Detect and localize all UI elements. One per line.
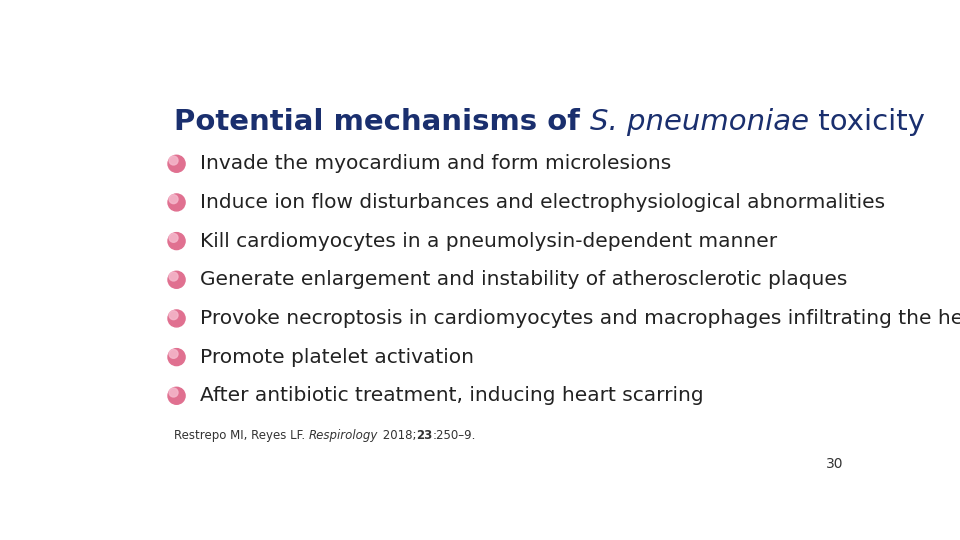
Text: Promote platelet activation: Promote platelet activation xyxy=(201,348,474,367)
Text: Respirology: Respirology xyxy=(309,429,378,442)
Ellipse shape xyxy=(168,271,185,288)
Ellipse shape xyxy=(169,388,178,397)
Ellipse shape xyxy=(168,156,185,172)
Ellipse shape xyxy=(169,349,178,359)
Ellipse shape xyxy=(169,156,178,165)
Ellipse shape xyxy=(168,349,185,366)
Text: After antibiotic treatment, inducing heart scarring: After antibiotic treatment, inducing hea… xyxy=(201,386,704,406)
Text: Generate enlargement and instability of atherosclerotic plaques: Generate enlargement and instability of … xyxy=(201,270,848,289)
Text: :250–9.: :250–9. xyxy=(432,429,476,442)
Text: Invade the myocardium and form microlesions: Invade the myocardium and form microlesi… xyxy=(201,154,672,173)
Text: S. pneumoniae: S. pneumoniae xyxy=(590,109,809,137)
Ellipse shape xyxy=(168,233,185,249)
Text: Induce ion flow disturbances and electrophysiological abnormalities: Induce ion flow disturbances and electro… xyxy=(201,193,885,212)
Text: 2018;: 2018; xyxy=(378,429,416,442)
Text: toxicity: toxicity xyxy=(809,109,925,137)
Text: 23: 23 xyxy=(416,429,432,442)
Ellipse shape xyxy=(168,194,185,211)
Ellipse shape xyxy=(168,387,185,404)
Ellipse shape xyxy=(169,233,178,242)
Ellipse shape xyxy=(169,311,178,320)
Ellipse shape xyxy=(169,272,178,281)
Text: Restrepo MI, Reyes LF.: Restrepo MI, Reyes LF. xyxy=(175,429,309,442)
Ellipse shape xyxy=(169,195,178,204)
Text: Kill cardiomyocytes in a pneumolysin-dependent manner: Kill cardiomyocytes in a pneumolysin-dep… xyxy=(201,232,778,251)
Text: Provoke necroptosis in cardiomyocytes and macrophages infiltrating the heart: Provoke necroptosis in cardiomyocytes an… xyxy=(201,309,960,328)
Text: 30: 30 xyxy=(826,457,843,471)
Text: Potential mechanisms of: Potential mechanisms of xyxy=(175,109,590,137)
Ellipse shape xyxy=(168,310,185,327)
